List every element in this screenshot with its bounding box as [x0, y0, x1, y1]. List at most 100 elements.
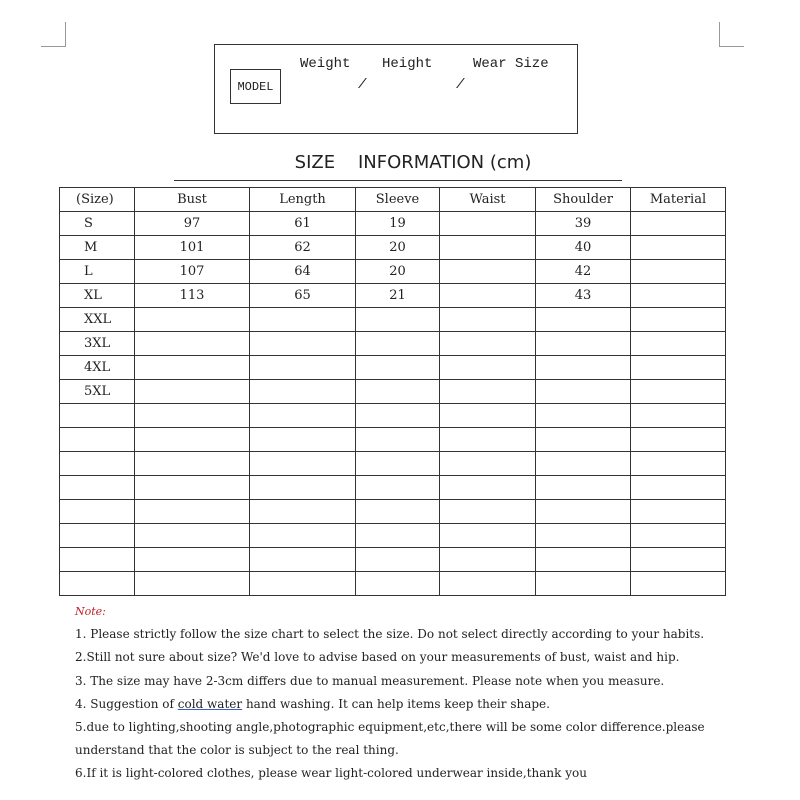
note-5-continued: understand that the color is subject to …: [75, 743, 399, 758]
table-cell: [249, 355, 356, 380]
table-cell: [630, 499, 726, 524]
table-cell: M: [59, 235, 135, 260]
margin-corner-right: [719, 22, 744, 47]
table-row: [59, 403, 726, 428]
table-cell: [249, 403, 356, 428]
table-cell: [439, 259, 536, 284]
table-row: XL 113 65 21 43: [59, 283, 726, 308]
table-cell: 40: [535, 235, 631, 260]
table-cell: [535, 355, 631, 380]
table-cell: 5XL: [59, 379, 135, 404]
header-cell: (Size): [59, 187, 135, 212]
table-cell: [355, 475, 440, 500]
table-row: L 107 64 20 42: [59, 259, 726, 284]
table-cell: [439, 571, 536, 596]
header-cell: Shoulder: [535, 187, 631, 212]
table-cell: [249, 427, 356, 452]
table-cell: [134, 451, 250, 476]
table-cell: [249, 499, 356, 524]
table-cell: 107: [134, 259, 250, 284]
table-cell: [535, 379, 631, 404]
table-cell: [630, 451, 726, 476]
table-cell: [249, 475, 356, 500]
table-cell: [630, 379, 726, 404]
note-4-text: hand washing. It can help items keep the…: [242, 696, 550, 711]
table-row: [59, 523, 726, 548]
table-row: [59, 475, 726, 500]
table-cell: 20: [355, 235, 440, 260]
header-cell: Sleeve: [355, 187, 440, 212]
table-cell: [134, 403, 250, 428]
table-cell: [355, 355, 440, 380]
header-cell: Material: [630, 187, 726, 212]
table-cell: [439, 427, 536, 452]
table-cell: 65: [249, 283, 356, 308]
table-cell: [535, 571, 631, 596]
table-cell: [439, 379, 536, 404]
table-cell: [134, 331, 250, 356]
header-cell: Length: [249, 187, 356, 212]
table-cell: L: [59, 259, 135, 284]
notes: Note: 1. Please strictly follow the size…: [75, 600, 705, 786]
size-table: (Size) Bust Length Sleeve Waist Shoulder Mater…: [59, 187, 726, 596]
table-cell: [134, 475, 250, 500]
table-cell: [355, 307, 440, 332]
table-cell: [535, 475, 631, 500]
table-cell: [630, 235, 726, 260]
table-cell: [439, 211, 536, 236]
table-cell: 3XL: [59, 331, 135, 356]
header-cell: Waist: [439, 187, 536, 212]
table-cell: [134, 307, 250, 332]
table-cell: [630, 403, 726, 428]
note-4-text: 4. Suggestion of: [75, 696, 178, 711]
table-cell: [630, 571, 726, 596]
note-title: Note:: [75, 605, 106, 618]
table-cell: [630, 523, 726, 548]
table-cell: [355, 379, 440, 404]
table-cell: [439, 475, 536, 500]
table-cell: 19: [355, 211, 440, 236]
table-cell: [355, 427, 440, 452]
table-cell: [134, 499, 250, 524]
table-row: [59, 547, 726, 572]
table-cell: [249, 307, 356, 332]
table-cell: 61: [249, 211, 356, 236]
note-1: 1. Please strictly follow the size chart…: [75, 627, 705, 642]
table-cell: [630, 259, 726, 284]
note-5: 5.due to lighting,shooting angle,photogr…: [75, 720, 705, 735]
table-cell: [535, 427, 631, 452]
table-row: 3XL: [59, 331, 726, 356]
table-cell: [630, 427, 726, 452]
table-cell: [134, 427, 250, 452]
header-cell: Bust: [134, 187, 250, 212]
table-cell: [249, 571, 356, 596]
table-cell: [134, 355, 250, 380]
table-header: (Size) Bust Length Sleeve Waist Shoulder Mater…: [59, 187, 726, 212]
note-3: 3. The size may have 2-3cm differs due t…: [75, 673, 665, 688]
table-cell: 113: [134, 283, 250, 308]
table-cell: XXL: [59, 307, 135, 332]
table-cell: 42: [535, 259, 631, 284]
table-cell: 64: [249, 259, 356, 284]
table-cell: [355, 571, 440, 596]
table-row: 4XL: [59, 355, 726, 380]
table-row: [59, 427, 726, 452]
table-row: 5XL: [59, 379, 726, 404]
table-cell: [439, 451, 536, 476]
table-cell: [630, 283, 726, 308]
table-cell: [134, 547, 250, 572]
table-row: XXL: [59, 307, 726, 332]
height-label: Height: [382, 56, 433, 72]
title-underline: [174, 180, 622, 181]
table-cell: [439, 331, 536, 356]
table-cell: [439, 499, 536, 524]
table-cell: [439, 283, 536, 308]
table-cell: [439, 307, 536, 332]
table-row: M 101 62 20 40: [59, 235, 726, 260]
table-cell: 21: [355, 283, 440, 308]
note-4: 4. Suggestion of cold water hand washing…: [75, 693, 705, 716]
table-cell: [355, 331, 440, 356]
table-cell: 101: [134, 235, 250, 260]
table-cell: [134, 571, 250, 596]
table-cell: [630, 475, 726, 500]
